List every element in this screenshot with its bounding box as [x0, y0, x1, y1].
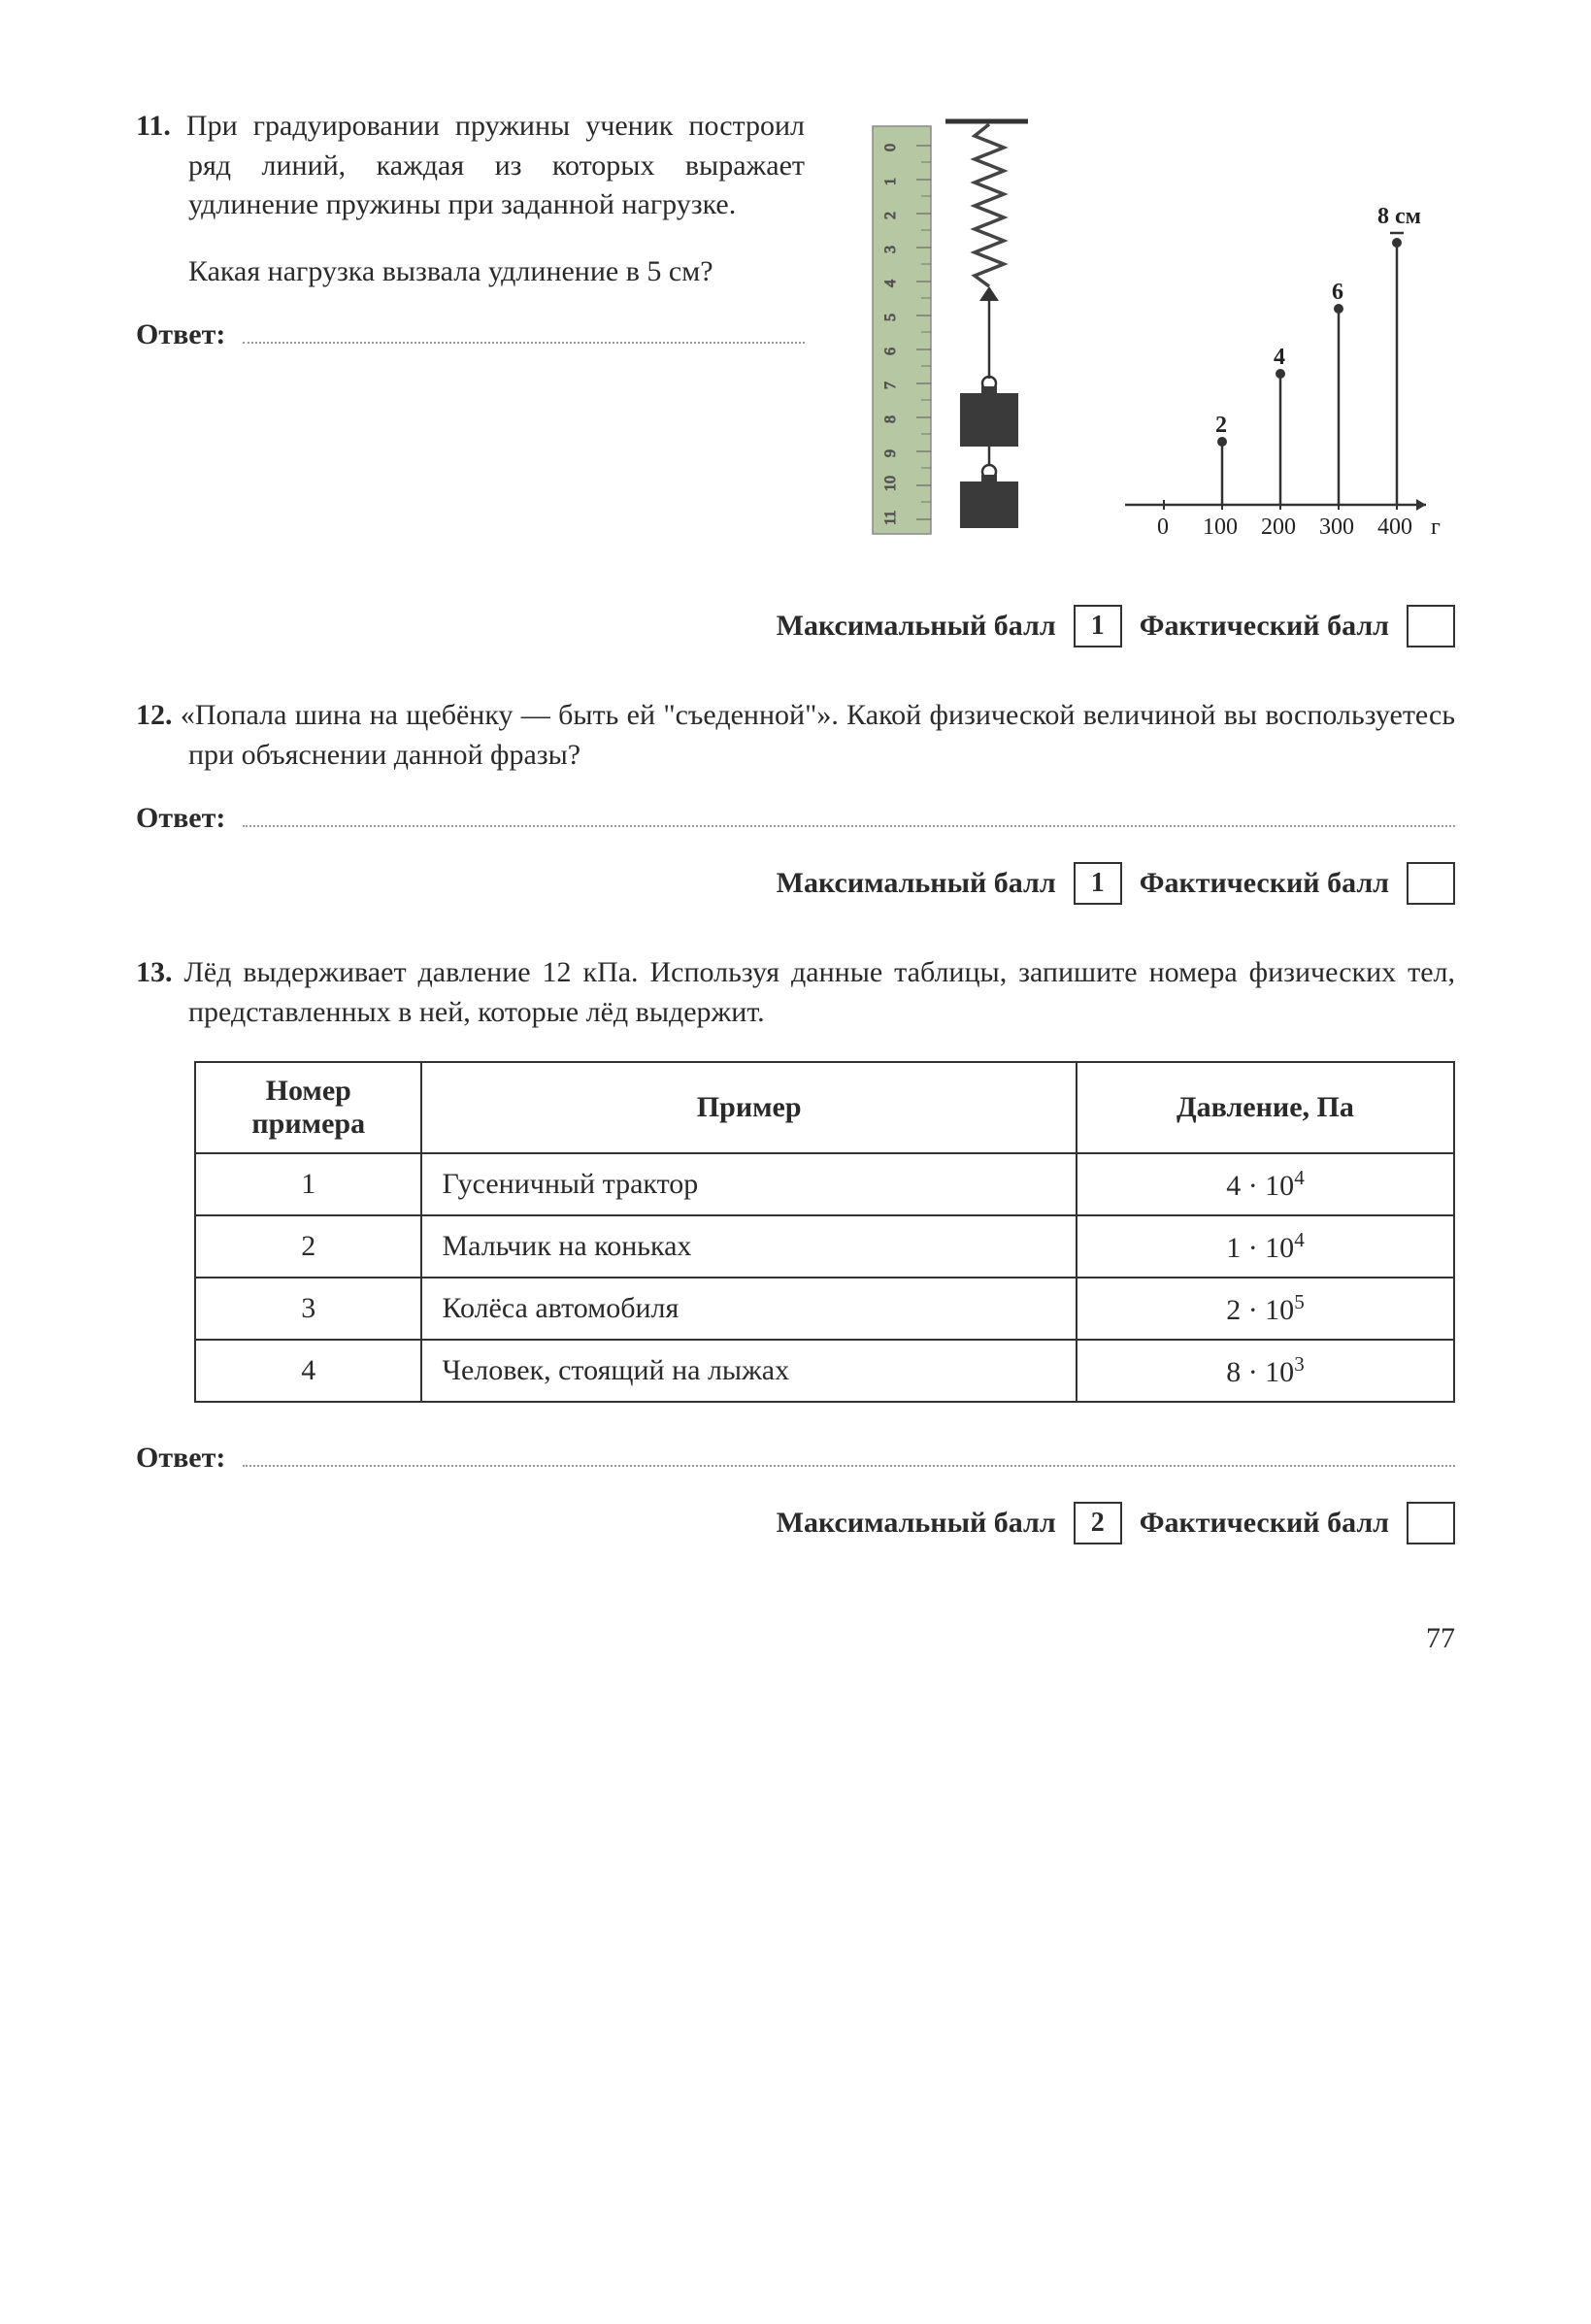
weight-1-neck [981, 386, 997, 394]
q12-max-score-box: 1 [1074, 862, 1122, 905]
q11-max-score-box: 1 [1074, 605, 1122, 647]
q12-actual-score-box[interactable] [1407, 862, 1455, 905]
q11-para1-text: При градуировании пружины ученик построи… [186, 110, 805, 220]
svg-text:0: 0 [1157, 515, 1169, 540]
q12-text: 12. «Попала шина на щебёнку — быть ей "с… [136, 696, 1455, 775]
cell-number: 2 [195, 1215, 421, 1278]
table-row: 1Гусеничный трактор4 · 104 [195, 1153, 1454, 1215]
q11-figure: 0 1 2 3 4 5 6 7 8 9 10 11 [834, 107, 1455, 578]
svg-text:4: 4 [1274, 345, 1285, 370]
q12-answer: Ответ: [136, 802, 1455, 835]
svg-text:2: 2 [882, 212, 899, 219]
svg-text:200: 200 [1261, 515, 1296, 540]
cell-number: 1 [195, 1153, 421, 1215]
q11-number: 11. [136, 110, 171, 142]
answer-label: Ответ: [136, 1442, 225, 1475]
weight-2-neck [981, 475, 997, 482]
cell-example: Гусеничный трактор [421, 1153, 1076, 1215]
col-example: Пример [421, 1062, 1076, 1153]
ruler-body [873, 126, 931, 534]
q13-table: Номер примера Пример Давление, Па 1Гусен… [194, 1061, 1455, 1403]
svg-text:7: 7 [882, 382, 899, 389]
svg-text:8: 8 [882, 415, 899, 423]
svg-text:400: 400 [1377, 515, 1412, 540]
actual-score-label: Фактический балл [1140, 867, 1389, 900]
answer-input-line[interactable] [243, 809, 1455, 827]
answer-input-line[interactable] [243, 325, 805, 344]
q11-actual-score-box[interactable] [1407, 605, 1455, 647]
max-score-label: Максимальный балл [777, 1507, 1056, 1540]
spring-pointer [979, 286, 999, 301]
cell-example: Мальчик на коньках [421, 1215, 1076, 1278]
table-row: 4Человек, стоящий на лыжах8 · 103 [195, 1340, 1454, 1402]
q13-actual-score-box[interactable] [1407, 1502, 1455, 1544]
q11-row: 11. При градуировании пружины ученик пос… [136, 107, 1455, 578]
answer-label: Ответ: [136, 802, 225, 835]
q11-para1: 11. При градуировании пружины ученик пос… [136, 107, 805, 225]
q13-answer: Ответ: [136, 1442, 1455, 1475]
q13-table-wrap: Номер примера Пример Давление, Па 1Гусен… [136, 1061, 1455, 1403]
table-row: 3Колёса автомобиля2 · 105 [195, 1278, 1454, 1340]
cell-pressure: 8 · 103 [1077, 1340, 1454, 1402]
svg-text:6: 6 [882, 348, 899, 355]
q13-text: 13. Лёд выдерживает давление 12 кПа. Исп… [136, 953, 1455, 1032]
max-score-label: Максимальный балл [777, 610, 1056, 643]
cell-number: 4 [195, 1340, 421, 1402]
cell-number: 3 [195, 1278, 421, 1340]
svg-text:10: 10 [882, 476, 899, 491]
q11-text-col: 11. При градуировании пружины ученик пос… [136, 107, 805, 371]
svg-text:г: г [1431, 515, 1441, 540]
weight-1 [960, 393, 1018, 447]
q11-para2: Какая нагрузка вызвала удлинение в 5 см? [188, 252, 805, 292]
q11-answer: Ответ: [136, 318, 805, 351]
question-12: 12. «Попала шина на щебёнку — быть ей "с… [136, 696, 1455, 905]
weight-2 [960, 481, 1018, 528]
answer-label: Ответ: [136, 318, 225, 351]
cell-pressure: 2 · 105 [1077, 1278, 1454, 1340]
spring-icon [975, 124, 1004, 286]
svg-text:9: 9 [882, 449, 899, 457]
page-number: 77 [136, 1622, 1455, 1655]
svg-text:3: 3 [882, 246, 899, 253]
svg-text:0: 0 [882, 144, 899, 151]
answer-input-line[interactable] [243, 1448, 1455, 1467]
col-number: Номер примера [195, 1062, 421, 1153]
actual-score-label: Фактический балл [1140, 1507, 1389, 1540]
svg-text:4: 4 [882, 280, 899, 287]
svg-text:2: 2 [1215, 413, 1227, 438]
spring-diagram: 0 1 2 3 4 5 6 7 8 9 10 11 [834, 107, 1455, 573]
col-pressure: Давление, Па [1077, 1062, 1454, 1153]
q12-number: 12. [136, 699, 173, 731]
svg-text:11: 11 [882, 511, 899, 525]
q12-body: «Попала шина на щебёнку — быть ей "съеде… [181, 699, 1455, 771]
svg-text:1: 1 [882, 178, 899, 185]
q13-body: Лёд выдерживает давление 12 кПа. Использ… [183, 956, 1455, 1028]
svg-text:8 см: 8 см [1377, 204, 1421, 229]
table-header-row: Номер примера Пример Давление, Па [195, 1062, 1454, 1153]
svg-text:5: 5 [882, 314, 899, 321]
q13-number: 13. [136, 956, 173, 988]
svg-text:100: 100 [1203, 515, 1238, 540]
q13-max-score-box: 2 [1074, 1502, 1122, 1544]
pin-chart: 0 100 200 300 400 г 2 4 6 [1125, 204, 1441, 540]
svg-text:300: 300 [1319, 515, 1354, 540]
table-row: 2Мальчик на коньках1 · 104 [195, 1215, 1454, 1278]
q13-score-row: Максимальный балл 2 Фактический балл [136, 1502, 1455, 1544]
cell-pressure: 4 · 104 [1077, 1153, 1454, 1215]
svg-text:6: 6 [1332, 280, 1343, 305]
question-11: 11. При градуировании пружины ученик пос… [136, 107, 1455, 647]
cell-example: Колёса автомобиля [421, 1278, 1076, 1340]
question-13: 13. Лёд выдерживает давление 12 кПа. Исп… [136, 953, 1455, 1544]
max-score-label: Максимальный балл [777, 867, 1056, 900]
actual-score-label: Фактический балл [1140, 610, 1389, 643]
cell-example: Человек, стоящий на лыжах [421, 1340, 1076, 1402]
q11-score-row: Максимальный балл 1 Фактический балл [136, 605, 1455, 647]
cell-pressure: 1 · 104 [1077, 1215, 1454, 1278]
q12-score-row: Максимальный балл 1 Фактический балл [136, 862, 1455, 905]
